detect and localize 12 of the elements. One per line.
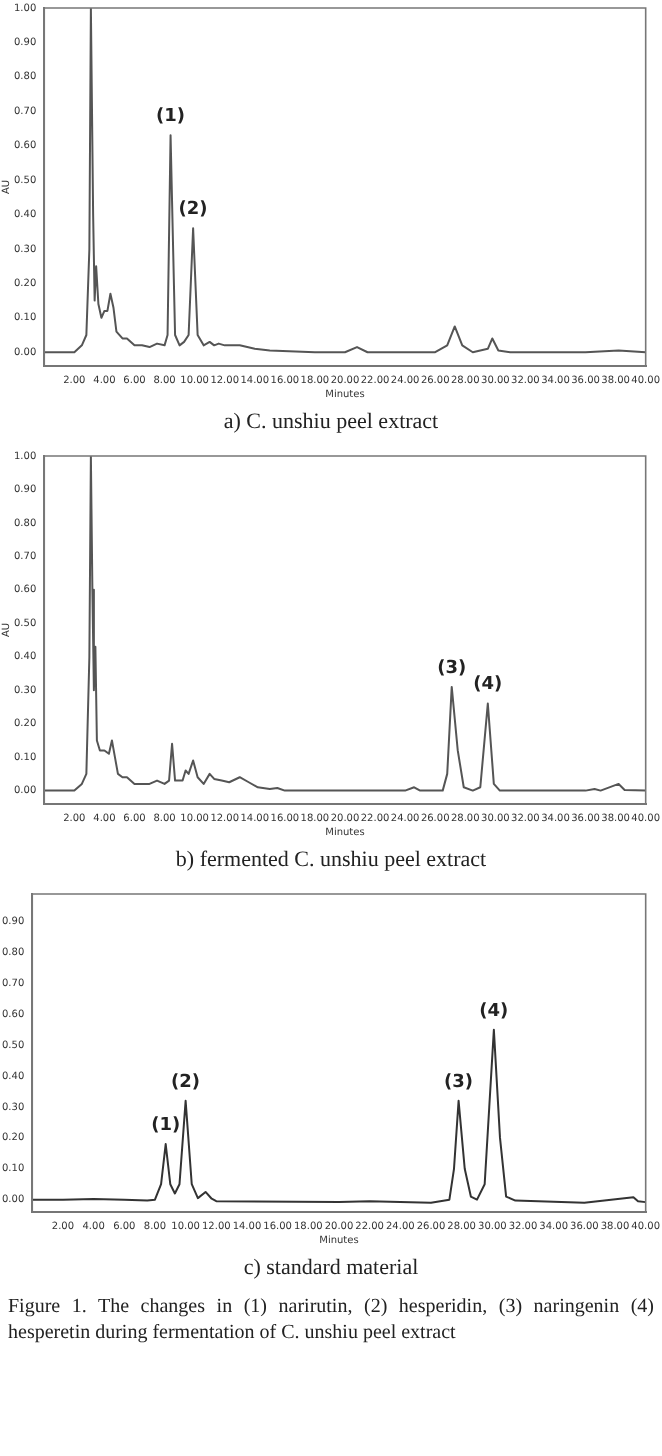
- annotation: (2): [171, 1072, 201, 1093]
- annotation: (1): [151, 1115, 181, 1136]
- caption: Figure 1. The changes in (1) narirutin, (2) hesperidin, (3) naringenin (4) hesperetin during fermentation of C. unshiu peel extract: [6, 1294, 656, 1346]
- text: c) standard material: [241, 1254, 421, 1282]
- text: b) fermented C. unshiu peel extract: [173, 846, 489, 874]
- text: a) C. unshiu peel extract: [221, 408, 441, 436]
- annotation: (2): [178, 200, 208, 220]
- annotation: (1): [156, 107, 186, 128]
- annotation: (4): [479, 1001, 509, 1022]
- annotation: (3): [437, 658, 467, 679]
- annotation: (4): [473, 675, 503, 696]
- annotation: (3): [444, 1072, 474, 1093]
